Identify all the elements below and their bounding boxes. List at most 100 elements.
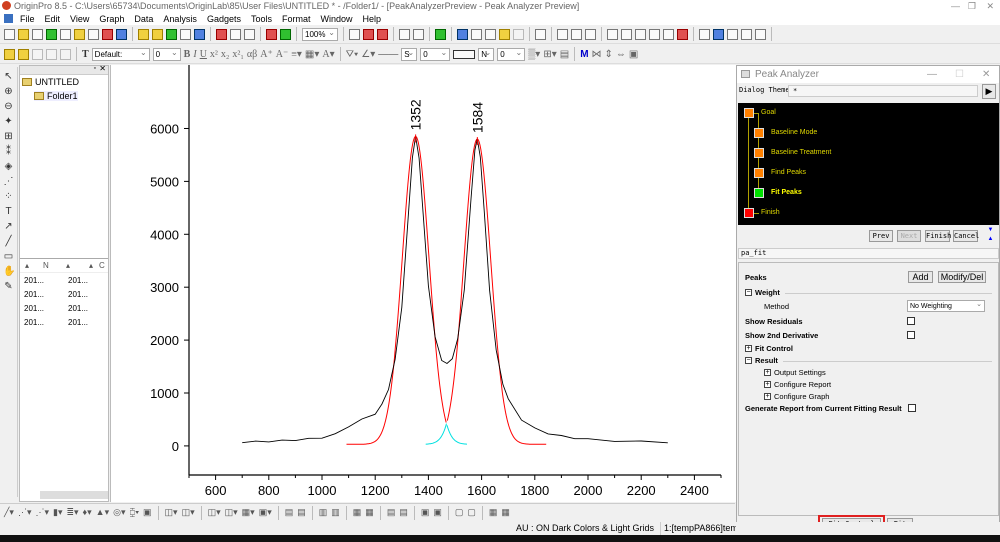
toolbar-icon[interactable] (399, 28, 410, 40)
toolbar-icon[interactable] (74, 28, 85, 40)
menu-data[interactable]: Data (134, 13, 154, 24)
restore-icon[interactable]: ❐ (967, 1, 976, 11)
tool-icon[interactable] (46, 48, 57, 60)
border-combo[interactable]: N (478, 47, 495, 61)
close-icon[interactable]: ✕ (982, 69, 991, 80)
toolbar-icon[interactable] (180, 28, 191, 40)
menu-analysis[interactable]: Analysis (163, 13, 197, 24)
step-node-1[interactable] (754, 128, 764, 138)
file-row[interactable]: 201... 201... (20, 287, 108, 301)
toolbar-icon[interactable] (194, 28, 205, 40)
screen-reader-icon[interactable]: ✦ (4, 116, 13, 127)
tool-icon[interactable] (18, 48, 29, 60)
toolbar-icon[interactable] (557, 28, 568, 40)
plot-type-icon[interactable]: ▣ (420, 507, 430, 517)
toolbar-icon[interactable] (244, 28, 255, 40)
toolbar-icon[interactable] (88, 28, 99, 40)
plot-type-icon[interactable]: ⋰▾ (35, 507, 49, 517)
show-2nd-derivative-checkbox[interactable] (907, 331, 915, 339)
plot-type-icon[interactable]: ╱▾ (4, 507, 14, 517)
toolbar-icon[interactable] (677, 28, 688, 40)
generate-report-checkbox[interactable] (908, 404, 916, 412)
file-row[interactable]: 201... 201... (20, 315, 108, 329)
plot-type-icon[interactable]: ▦ (352, 507, 362, 517)
toolbar-icon[interactable] (4, 28, 15, 40)
italic-button[interactable]: I (193, 48, 197, 60)
menu-edit[interactable]: Edit (44, 13, 61, 24)
menu-file[interactable]: File (20, 13, 35, 24)
plot-type-icon[interactable]: ▤ (399, 507, 408, 517)
grid-icon[interactable]: ⊞▾ (543, 48, 557, 60)
toolbar-icon[interactable] (755, 28, 766, 40)
menu-tools[interactable]: Tools (250, 13, 272, 24)
menu-graph[interactable]: Graph (99, 13, 125, 24)
plot-type-icon[interactable]: ▢ (454, 507, 464, 517)
plot-type-icon[interactable]: ◫▾ (164, 507, 178, 517)
toolbar-icon[interactable] (435, 28, 446, 40)
fill-icon[interactable]: ▦▾ (304, 48, 320, 60)
step-node-4[interactable] (754, 188, 764, 198)
output-settings-node[interactable]: Output Settings (774, 368, 826, 377)
bold-button[interactable]: B (183, 48, 191, 60)
toolbar-icon[interactable] (635, 28, 646, 40)
toolbar-icon[interactable] (499, 28, 510, 40)
toolbar-icon[interactable] (607, 28, 618, 40)
region-icon[interactable]: ◈ (4, 161, 13, 172)
sort-icon[interactable]: ▴ (25, 261, 30, 270)
step-node-5[interactable] (744, 208, 754, 218)
plot-type-icon[interactable]: ▢ (467, 507, 476, 517)
zoom-in-icon[interactable]: ⊕ (4, 86, 13, 97)
toolbar-icon[interactable] (349, 28, 360, 40)
font-size-combo[interactable]: 0 (152, 47, 181, 61)
column-header[interactable]: N (43, 261, 49, 270)
tree-folder[interactable]: Folder1 (34, 91, 78, 101)
plot-type-icon[interactable]: ◎▾ (113, 507, 126, 517)
step-label[interactable]: Finish (761, 209, 780, 216)
mask-icon[interactable]: M (580, 48, 589, 60)
plot-type-icon[interactable]: ▦ (365, 507, 374, 517)
line-size-combo[interactable]: 0 (420, 47, 451, 61)
plot-type-icon[interactable]: ▲▾ (95, 507, 110, 517)
toolbar-icon[interactable] (585, 28, 596, 40)
border-icon[interactable] (453, 49, 476, 59)
minimize-icon[interactable]: — (927, 69, 937, 80)
step-label[interactable]: Baseline Treatment (771, 149, 832, 156)
step-label[interactable]: Fit Peaks (771, 189, 802, 196)
toolbar-icon[interactable] (46, 28, 57, 40)
step-label[interactable]: Goal (761, 109, 776, 116)
prev-button[interactable]: Prev (869, 230, 893, 242)
plot-type-icon[interactable]: ▣ (143, 507, 152, 517)
greek-button[interactable]: αβ (246, 48, 258, 60)
plot-type-icon[interactable]: ◫▾ (181, 507, 195, 517)
font-color-icon[interactable]: A▾ (322, 48, 335, 60)
toolbar-icon[interactable] (116, 28, 127, 40)
expand-icon[interactable]: + (764, 381, 771, 388)
cancel-button[interactable]: Cancel (953, 230, 980, 242)
menu-window[interactable]: Window (320, 13, 353, 24)
file-row[interactable]: 201... 201... (20, 301, 108, 315)
finish-button[interactable]: Finish (925, 230, 952, 242)
sort-icon[interactable]: ▴ (66, 261, 71, 270)
toolbar-icon[interactable] (741, 28, 752, 40)
tool-icon[interactable] (32, 48, 43, 60)
configure-graph-node[interactable]: Configure Graph (774, 392, 830, 401)
text-icon[interactable]: T (5, 206, 12, 217)
draw-data-icon[interactable]: ⋰ (3, 176, 14, 187)
file-row[interactable]: 201... 201... (20, 273, 108, 287)
method-select[interactable]: No Weighting (907, 299, 985, 312)
toolbar-icon[interactable] (280, 28, 291, 40)
arrow-icon[interactable]: ↗ (4, 221, 13, 232)
mask-points-icon[interactable]: ⁘ (4, 191, 13, 202)
menu-view[interactable]: View (70, 13, 90, 24)
expand-icon[interactable]: + (764, 369, 771, 376)
step-label[interactable]: Find Peaks (771, 169, 807, 176)
toolbar-icon[interactable] (649, 28, 660, 40)
border-size-combo[interactable]: 0 (497, 47, 526, 61)
unmask-icon[interactable]: ⋈ (591, 48, 602, 60)
toolbar-icon[interactable] (266, 28, 277, 40)
toolbar-icon[interactable] (377, 28, 388, 40)
table-icon[interactable]: ▤ (559, 48, 570, 60)
superscript-icon[interactable]: x² (209, 48, 218, 60)
hand-icon[interactable]: ✋ (3, 266, 16, 277)
toolbar-icon[interactable] (471, 28, 482, 40)
